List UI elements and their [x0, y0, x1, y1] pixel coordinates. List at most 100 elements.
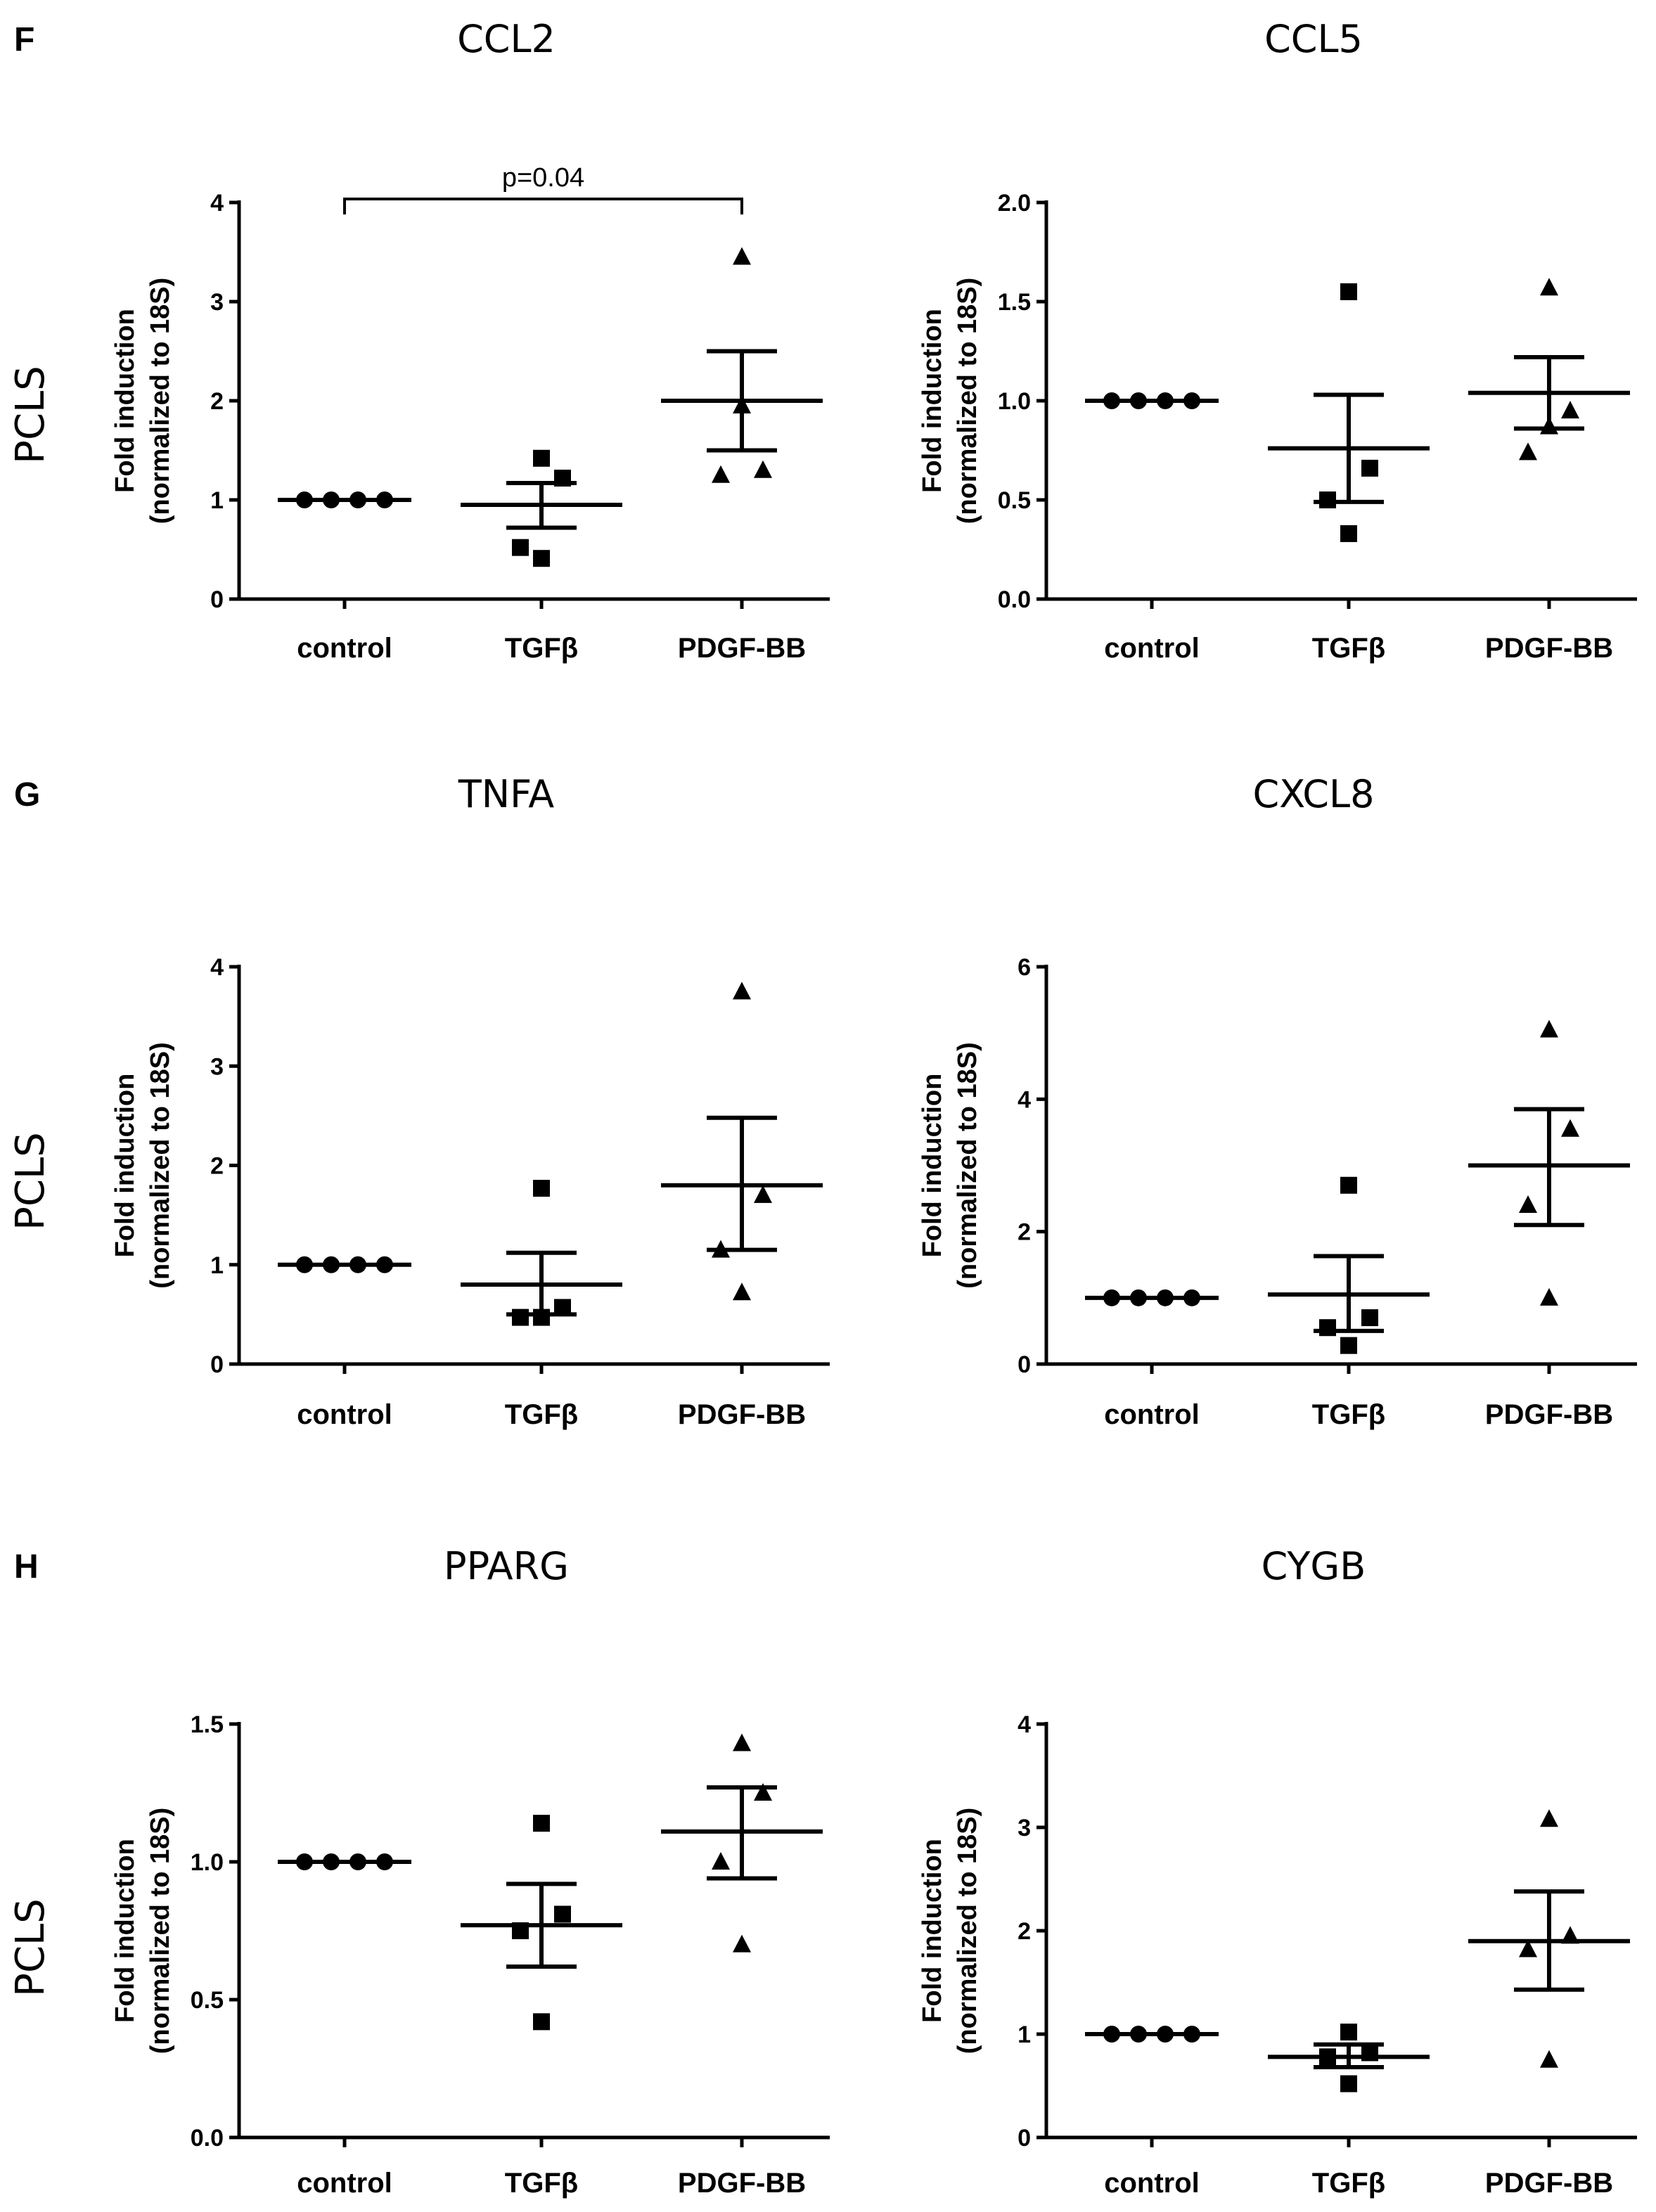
data-point-triangle: [712, 1852, 730, 1870]
data-point-triangle: [1540, 2050, 1558, 2068]
panel-letter-h: H: [14, 1548, 39, 1586]
y-tick-label: 2.0: [998, 190, 1031, 217]
series-2: [661, 1733, 823, 1953]
category-label: TGFβ: [505, 1399, 578, 1430]
y-axis-label-line2: (normalized to 18S): [146, 1042, 175, 1289]
data-point-square: [533, 2013, 550, 2031]
y-axis-label-line1: Fold induction: [918, 309, 947, 493]
chart-ccl2: CCL2 0 1 2 3 4 control TGFβ PDGF-BB Fold inductio…: [110, 17, 830, 664]
category-label: control: [297, 1399, 392, 1430]
data-point-triangle: [733, 247, 751, 265]
data-point-triangle: [1540, 1809, 1558, 1827]
y-axis-label-line1: Fold induction: [110, 1839, 140, 2023]
y-tick-label: 0: [210, 1351, 224, 1378]
category-label: control: [1104, 1399, 1200, 1430]
series-2: [1468, 1020, 1630, 1306]
y-tick-label: 2: [1018, 1219, 1031, 1246]
data-point-square: [1340, 1176, 1357, 1194]
y-tick-label: 3: [1018, 1815, 1031, 1841]
data-point-square: [1340, 1337, 1357, 1354]
category-label: PDGF-BB: [1485, 633, 1613, 664]
y-tick-label: 0: [210, 586, 224, 613]
panel-letter-f: F: [14, 21, 34, 58]
y-axis-label-line2: (normalized to 18S): [953, 278, 982, 525]
data-point-square: [533, 550, 550, 567]
data-point-triangle: [1561, 401, 1579, 419]
y-tick-label: 2: [210, 388, 224, 415]
y-axis-label-line1: Fold induction: [918, 1839, 947, 2023]
data-point-square: [1361, 459, 1378, 477]
series-0: [278, 1256, 411, 1273]
chart-title: CCL2: [457, 17, 556, 61]
data-point-triangle: [1561, 1119, 1579, 1137]
data-point-triangle: [754, 1783, 772, 1801]
series-0: [1085, 392, 1219, 409]
data-point-square: [512, 1308, 529, 1326]
y-tick-label: 0: [1018, 2125, 1031, 2152]
y-tick-label: 0.5: [191, 1987, 224, 2014]
series-2: [661, 982, 823, 1301]
y-tick-label: 1: [1018, 2021, 1031, 2048]
chart-title: CYGB: [1262, 1544, 1366, 1588]
y-tick-label: 4: [210, 954, 224, 981]
y-axis-label-line1: Fold induction: [110, 1074, 140, 1258]
data-point-square: [1319, 1319, 1336, 1337]
y-tick-label: 1.0: [998, 388, 1031, 415]
category-label: PDGF-BB: [1485, 2168, 1613, 2199]
row-label-pcls: PCLS: [8, 366, 53, 464]
data-point-triangle: [1519, 1939, 1537, 1957]
y-axis-label-line2: (normalized to 18S): [953, 1042, 982, 1289]
y-axis-label-line2: (normalized to 18S): [953, 1808, 982, 2055]
category-label: TGFβ: [1312, 633, 1385, 664]
chart-cygb: CYGB 0 1 2 3 4 control TGFβ PDGF-BB Fold inductio…: [918, 1544, 1637, 2199]
chart-title: CCL5: [1264, 17, 1363, 61]
series-2: [661, 247, 823, 483]
row-label-pcls: PCLS: [8, 1132, 53, 1230]
category-label: PDGF-BB: [678, 1399, 806, 1430]
series-0: [278, 491, 411, 508]
y-tick-label: 3: [210, 1053, 224, 1080]
category-label: PDGF-BB: [1485, 1399, 1613, 1430]
y-tick-label: 0.0: [998, 586, 1031, 613]
category-label: control: [297, 633, 392, 664]
category-label: control: [1104, 633, 1200, 664]
data-point-triangle: [733, 982, 751, 1000]
data-point-triangle: [754, 1185, 772, 1203]
y-axis-label-line1: Fold induction: [110, 309, 140, 493]
y-tick-label: 0: [1018, 1351, 1031, 1378]
y-tick-label: 3: [210, 289, 224, 316]
category-label: control: [297, 2168, 392, 2199]
y-tick-label: 4: [210, 190, 224, 217]
category-label: PDGF-BB: [678, 2168, 806, 2199]
category-label: PDGF-BB: [678, 633, 806, 664]
y-tick-label: 2: [210, 1153, 224, 1180]
category-label: TGFβ: [1312, 1399, 1385, 1430]
data-point-square: [533, 1815, 550, 1832]
data-point-triangle: [733, 1934, 751, 1953]
data-point-square: [533, 449, 550, 467]
y-tick-label: 4: [1018, 1086, 1031, 1113]
series-0: [1085, 1289, 1219, 1306]
data-point-square: [512, 539, 529, 556]
data-point-square: [1361, 1309, 1378, 1327]
data-point-square: [1340, 283, 1357, 300]
y-axis-label-line2: (normalized to 18S): [146, 278, 175, 525]
category-label: control: [1104, 2168, 1200, 2199]
series-1: [461, 1815, 622, 2031]
data-point-square: [1340, 2075, 1357, 2092]
y-tick-label: 1.0: [191, 1849, 224, 1876]
series-0: [1085, 2026, 1219, 2043]
y-tick-label: 0.0: [191, 2125, 224, 2152]
chart-ccl5: CCL5 0.0 0.5 1.0 1.5 2.0 control TGFβ PDGF-BB Fol…: [918, 17, 1637, 664]
data-point-triangle: [1540, 1020, 1558, 1038]
data-point-triangle: [1519, 1195, 1537, 1213]
panel-letter-g: G: [14, 776, 40, 814]
data-point-triangle: [733, 1282, 751, 1301]
series-1: [461, 1179, 622, 1326]
p-value-annotation: p=0.04: [502, 163, 584, 193]
y-tick-label: 6: [1018, 954, 1031, 981]
data-point-square: [1340, 2024, 1357, 2041]
data-point-triangle: [733, 1733, 751, 1751]
data-point-square: [533, 1179, 550, 1197]
